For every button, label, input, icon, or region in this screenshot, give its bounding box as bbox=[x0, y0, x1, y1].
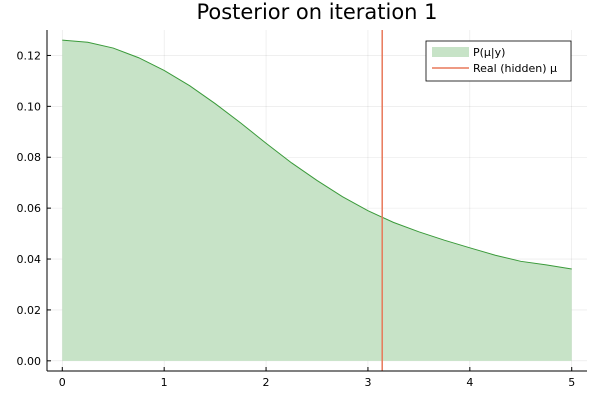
y-tick-label: 0.00 bbox=[17, 355, 42, 368]
legend: P(μ|y) Real (hidden) μ bbox=[425, 40, 572, 82]
legend-swatch-posterior bbox=[432, 47, 469, 57]
x-tick-label: 3 bbox=[364, 376, 371, 389]
x-tick-label: 0 bbox=[59, 376, 66, 389]
x-tick-label: 4 bbox=[466, 376, 473, 389]
axes: 0 1 2 3 4 5 0.00 0.02 0.04 0.06 0.08 0.10 0.12 bbox=[17, 30, 587, 389]
posterior-area-fill bbox=[62, 40, 572, 361]
posterior-curve-line bbox=[62, 39, 572, 270]
y-tick-label: 0.02 bbox=[17, 304, 42, 317]
y-tick-label: 0.10 bbox=[17, 100, 42, 113]
y-tick-label: 0.06 bbox=[17, 202, 42, 215]
x-tick-label: 5 bbox=[568, 376, 575, 389]
legend-label: Real (hidden) μ bbox=[473, 62, 557, 75]
chart-title: Posterior on iteration 1 bbox=[196, 0, 437, 24]
y-tick-label: 0.04 bbox=[17, 253, 42, 266]
legend-label: P(μ|y) bbox=[473, 46, 505, 59]
y-tick-label: 0.12 bbox=[17, 49, 42, 62]
series-layer bbox=[62, 30, 572, 371]
x-tick-label: 2 bbox=[263, 376, 270, 389]
x-tick-label: 1 bbox=[161, 376, 168, 389]
y-tick-label: 0.08 bbox=[17, 151, 42, 164]
